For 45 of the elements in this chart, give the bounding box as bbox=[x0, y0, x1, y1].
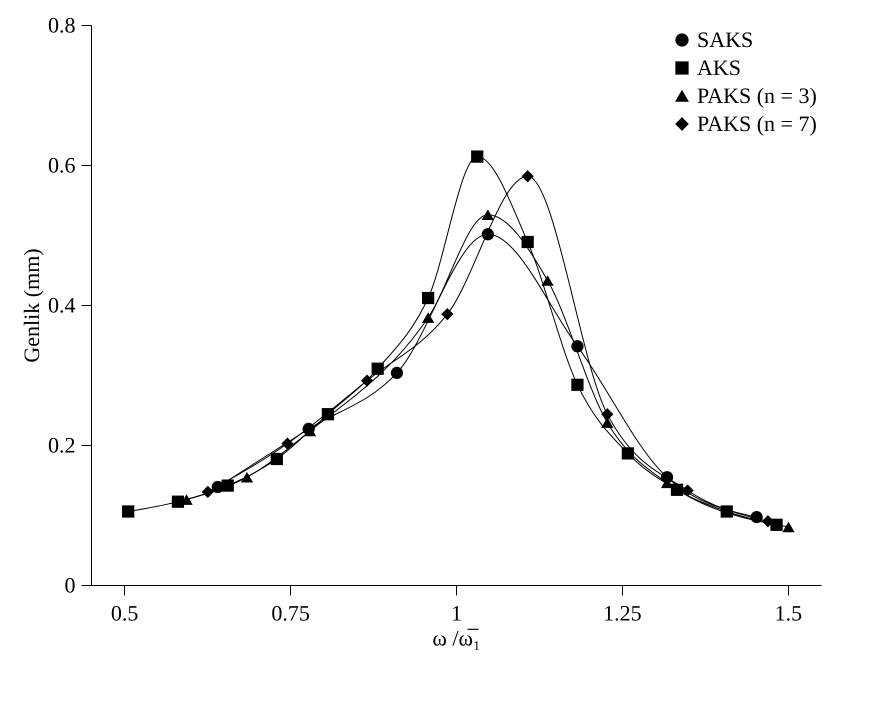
point bbox=[541, 275, 554, 286]
point bbox=[482, 209, 494, 220]
point bbox=[441, 308, 454, 320]
x-tick-label: 1.25 bbox=[603, 600, 642, 626]
point bbox=[622, 447, 634, 460]
legend-label: SAKS bbox=[697, 27, 754, 52]
legend-label: AKS bbox=[697, 55, 742, 80]
point bbox=[270, 452, 283, 466]
y-axis-title: Genlik (mm) bbox=[19, 248, 44, 363]
point bbox=[172, 496, 184, 508]
point bbox=[322, 408, 334, 420]
point bbox=[482, 228, 494, 240]
point bbox=[750, 510, 763, 524]
point bbox=[571, 378, 584, 391]
point bbox=[601, 408, 614, 420]
point bbox=[770, 518, 783, 531]
point bbox=[240, 472, 254, 483]
point bbox=[571, 340, 584, 352]
point bbox=[122, 505, 134, 518]
point bbox=[281, 437, 294, 450]
point bbox=[202, 486, 214, 498]
y-tick-label: 0.8 bbox=[48, 12, 76, 38]
point bbox=[360, 374, 374, 387]
point bbox=[522, 170, 534, 182]
point bbox=[670, 484, 684, 496]
y-tick-label: 0.2 bbox=[48, 432, 76, 458]
y-tick-label: 0 bbox=[64, 572, 76, 598]
x-axis-title: ω /ω̅₁ bbox=[432, 626, 481, 650]
y-tick-label: 0.4 bbox=[48, 292, 76, 318]
point bbox=[372, 362, 384, 375]
point bbox=[471, 150, 484, 163]
x-tick-label: 1 bbox=[451, 600, 462, 626]
point bbox=[422, 292, 434, 304]
legend-label: PAKS (n = 7) bbox=[697, 111, 817, 136]
legend-label: PAKS (n = 3) bbox=[697, 83, 817, 108]
point bbox=[390, 366, 404, 380]
point bbox=[422, 312, 434, 323]
point bbox=[720, 505, 733, 518]
point bbox=[782, 522, 795, 532]
x-tick-label: 0.75 bbox=[271, 600, 310, 626]
x-tick-label: 0.5 bbox=[110, 600, 138, 626]
point bbox=[222, 479, 234, 492]
y-tick-label: 0.6 bbox=[48, 152, 76, 178]
x-tick-label: 1.5 bbox=[774, 600, 802, 626]
point bbox=[522, 236, 534, 248]
